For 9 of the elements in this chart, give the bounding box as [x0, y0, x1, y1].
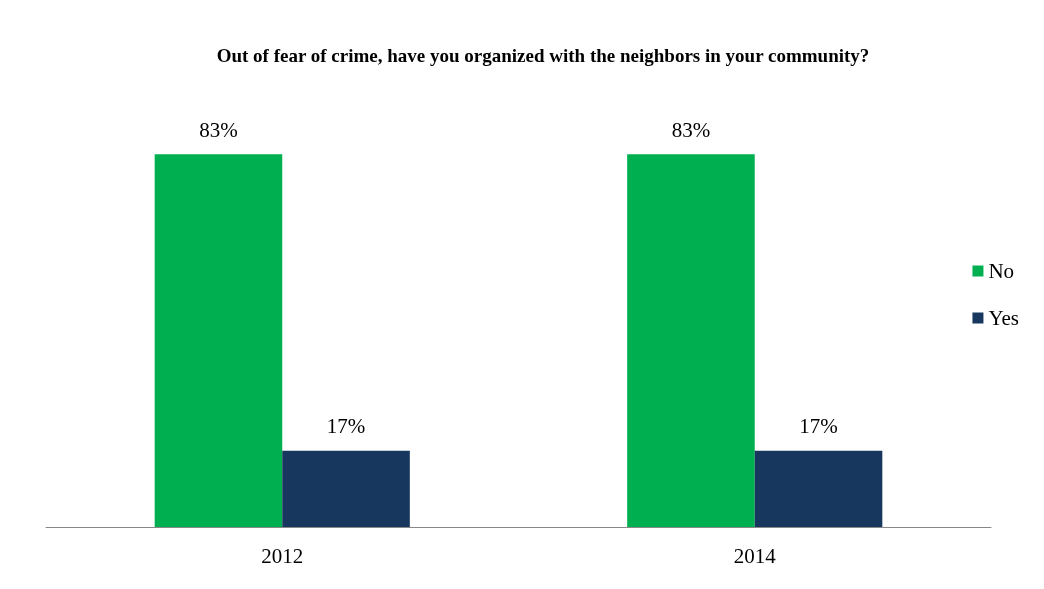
x-tick-label: 2012	[261, 543, 304, 568]
data-label: 17%	[799, 414, 838, 439]
x-tick-label: 2014	[733, 543, 777, 568]
data-label: 17%	[326, 414, 366, 439]
data-label: 83%	[199, 117, 238, 142]
legend-label: No	[988, 259, 1015, 283]
data-label: 83%	[671, 117, 711, 142]
chart-title: Out of fear of crime, have you organized with the neighbors in your community?	[216, 45, 870, 66]
legend-label: Yes	[988, 306, 1020, 330]
